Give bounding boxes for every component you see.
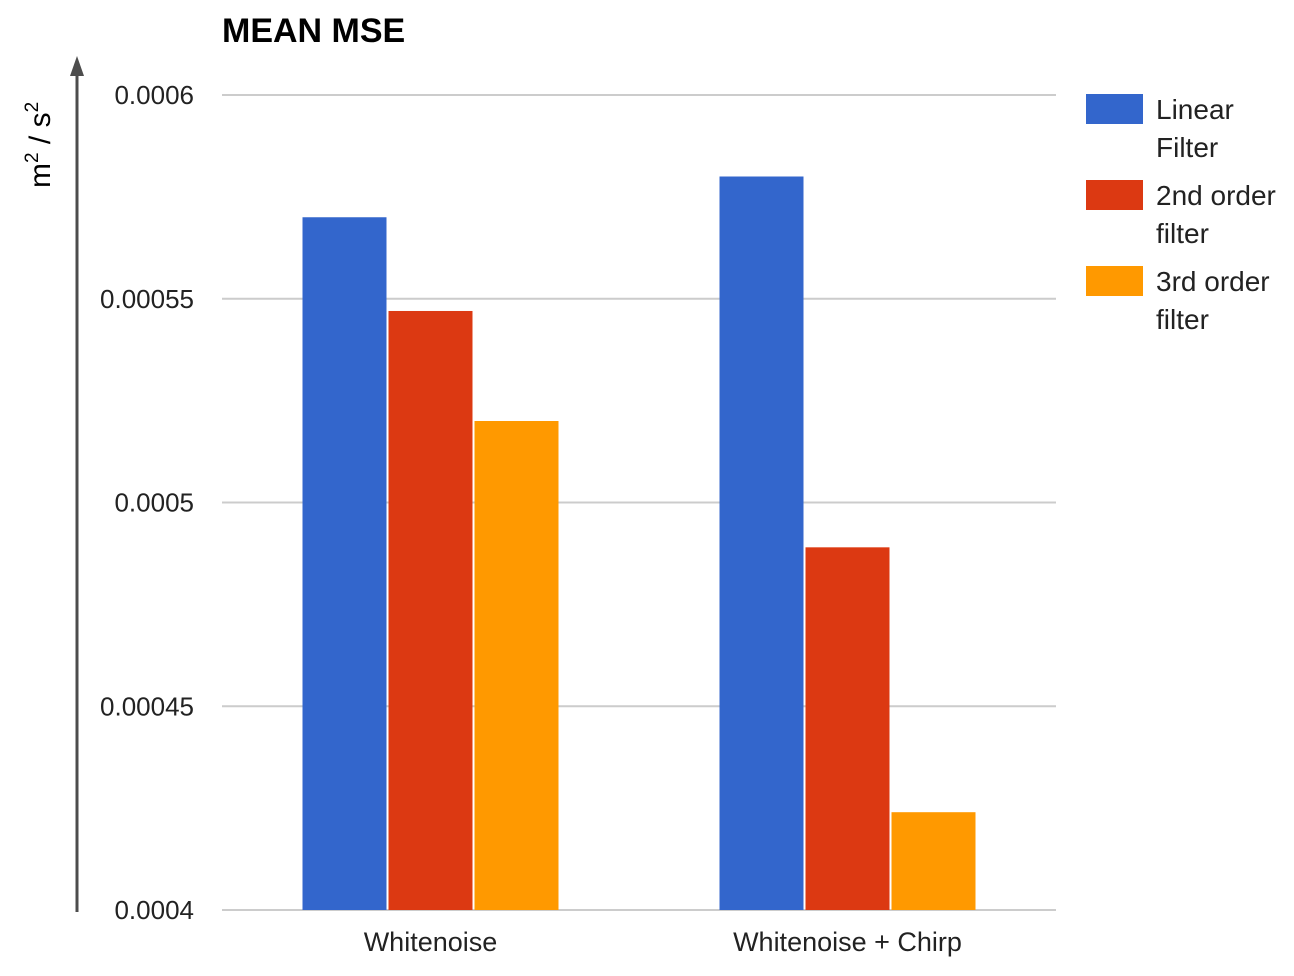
bar-linear-filter-whitenoise-chirp xyxy=(719,176,804,910)
category-label: Whitenoise xyxy=(364,927,498,957)
legend-label: filter xyxy=(1156,218,1209,249)
legend-label: 3rd order xyxy=(1156,266,1270,297)
bar-3rd-order-filter-whitenoise xyxy=(474,421,559,910)
legend-swatch-1 xyxy=(1086,94,1143,124)
bar-2nd-order-filter-whitenoise xyxy=(388,310,473,911)
y-tick-labels: 0.0004 0.00045 0.0005 0.00055 0.0006 xyxy=(100,80,194,925)
bar-2nd-order-filter-whitenoise-chirp xyxy=(805,547,890,910)
y-tick-label: 0.0006 xyxy=(114,80,194,110)
chart-title: MEAN MSE xyxy=(222,12,405,50)
y-tick-label: 0.00045 xyxy=(100,691,194,721)
y-axis-label: m2 / s2 xyxy=(22,102,57,188)
bars xyxy=(302,176,976,911)
y-axis-arrow-head xyxy=(70,56,84,76)
legend-label: Filter xyxy=(1156,132,1218,163)
y-tick-label: 0.00055 xyxy=(100,284,194,314)
category-label: Whitenoise + Chirp xyxy=(733,927,962,957)
legend-swatch-3 xyxy=(1086,266,1143,296)
y-tick-label: 0.0005 xyxy=(114,488,194,518)
legend-swatch-2 xyxy=(1086,180,1143,210)
y-tick-label: 0.0004 xyxy=(114,895,194,925)
bar-3rd-order-filter-whitenoise-chirp xyxy=(891,812,976,910)
legend-label: filter xyxy=(1156,304,1209,335)
legend: Linear Filter 2nd order filter 3rd order filt… xyxy=(1086,94,1276,335)
legend-label: 2nd order xyxy=(1156,180,1276,211)
bar-linear-filter-whitenoise xyxy=(302,217,387,910)
legend-label: Linear xyxy=(1156,94,1234,125)
category-labels: Whitenoise Whitenoise + Chirp xyxy=(364,927,962,957)
